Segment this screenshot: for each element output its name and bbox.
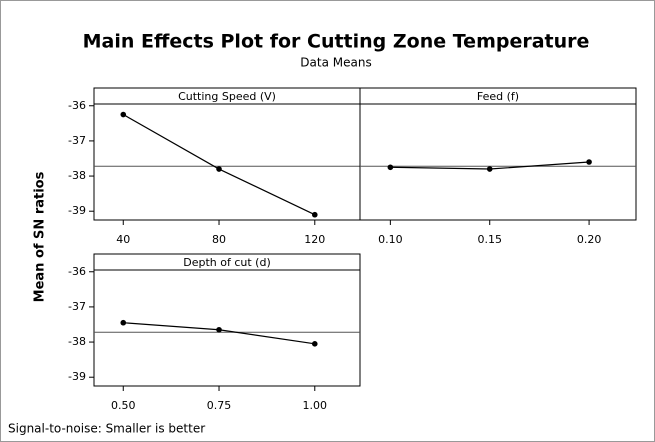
plot-area xyxy=(93,269,361,387)
panel-title: Cutting Speed (V) xyxy=(178,90,276,103)
point xyxy=(387,164,394,171)
x-tick-label: 0.50 xyxy=(111,399,136,412)
x-tick-label: 0.75 xyxy=(207,399,232,412)
point xyxy=(120,319,127,326)
y-tick-label: -37 xyxy=(68,300,86,313)
plot-area xyxy=(359,103,637,221)
x-tick-label: 80 xyxy=(212,233,226,246)
chart-title: Main Effects Plot for Cutting Zone Tempe… xyxy=(83,31,590,53)
x-tick-label: 0.20 xyxy=(577,233,602,246)
x-tick-label: 0.15 xyxy=(477,233,502,246)
point xyxy=(311,211,318,218)
y-tick-label: -38 xyxy=(68,335,86,348)
plot-area xyxy=(93,103,361,221)
y-tick-label: -37 xyxy=(68,134,86,147)
point xyxy=(311,341,318,347)
footnote: Signal-to-noise: Smaller is better xyxy=(8,422,205,436)
point xyxy=(120,111,127,118)
panel-title: Depth of cut (d) xyxy=(183,256,271,269)
y-tick-label: -38 xyxy=(68,169,86,182)
chart-subtitle: Data Means xyxy=(300,56,371,70)
point xyxy=(486,166,493,172)
y-axis-label: Mean of SN ratios xyxy=(33,171,48,302)
point xyxy=(216,326,222,333)
y-tick-label: -36 xyxy=(68,99,86,112)
x-tick-label: 0.10 xyxy=(378,233,403,246)
point xyxy=(586,159,592,165)
x-tick-label: 1.00 xyxy=(303,399,328,412)
y-tick-label: -39 xyxy=(68,204,86,217)
x-tick-label: 40 xyxy=(116,233,130,246)
panel-title: Feed (f) xyxy=(477,90,519,103)
y-tick-label: -36 xyxy=(68,265,86,278)
point xyxy=(216,166,222,172)
y-tick-label: -39 xyxy=(68,370,86,383)
x-tick-label: 120 xyxy=(304,233,325,246)
